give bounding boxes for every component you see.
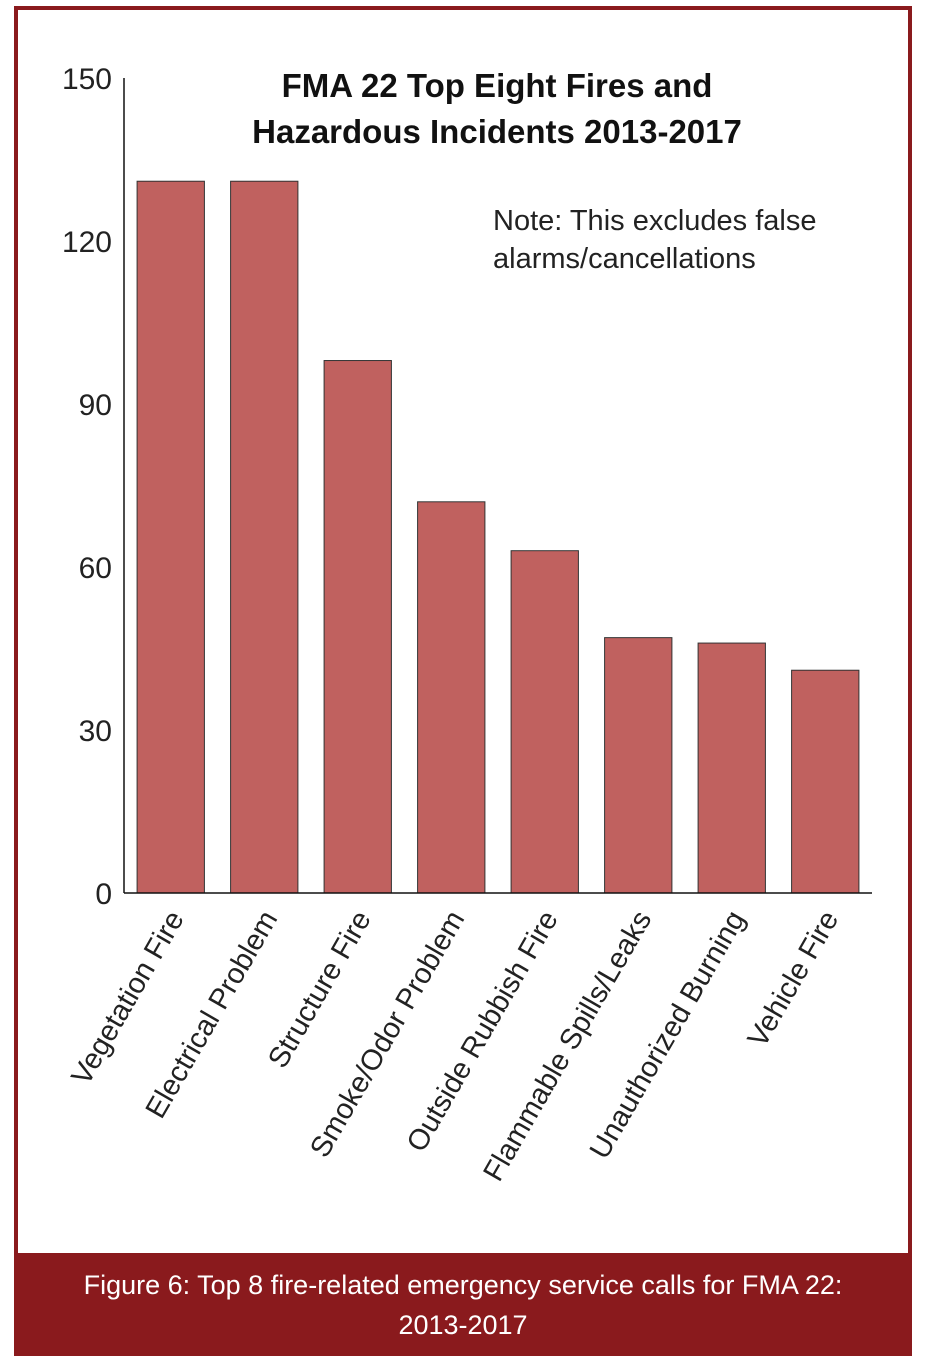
bar bbox=[604, 637, 673, 894]
bar bbox=[136, 180, 205, 894]
y-tick-label: 0 bbox=[95, 878, 112, 911]
x-category-label: Flammable Spills/Leaks bbox=[477, 906, 658, 1187]
bar bbox=[697, 642, 766, 894]
figure-caption: Figure 6: Top 8 fire-related emergency s… bbox=[14, 1253, 912, 1356]
bar bbox=[323, 360, 392, 894]
bar bbox=[510, 550, 579, 894]
y-tick-label: 30 bbox=[79, 715, 112, 748]
caption-line-1: Figure 6: Top 8 fire-related emergency s… bbox=[83, 1270, 843, 1300]
x-category-label: Vehicle Fire bbox=[742, 906, 845, 1053]
caption-line-2: 2013-2017 bbox=[398, 1310, 528, 1340]
bar bbox=[417, 501, 486, 894]
bar-chart: FMA 22 Top Eight Fires and Hazardous Inc… bbox=[62, 63, 872, 1187]
chart-title-line-2: Hazardous Incidents 2013-2017 bbox=[252, 113, 742, 150]
y-tick-label: 150 bbox=[62, 63, 112, 96]
y-tick-label: 90 bbox=[79, 389, 112, 422]
chart-note-line-2: alarms/cancellations bbox=[493, 243, 756, 275]
chart-title-line-1: FMA 22 Top Eight Fires and bbox=[282, 67, 713, 104]
bar bbox=[791, 669, 860, 894]
chart-note-line-1: Note: This excludes false bbox=[493, 205, 816, 237]
y-tick-label: 120 bbox=[62, 226, 112, 259]
bar bbox=[230, 180, 299, 894]
y-tick-label: 60 bbox=[79, 552, 112, 585]
